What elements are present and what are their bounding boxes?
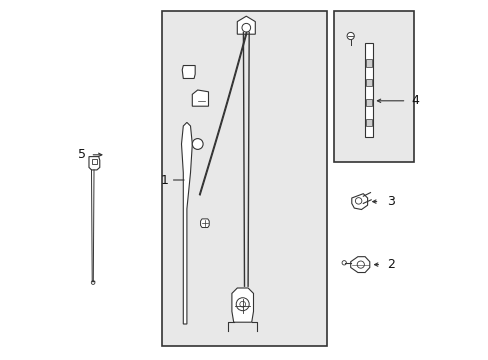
Text: 5: 5 bbox=[78, 148, 86, 161]
Circle shape bbox=[356, 261, 364, 268]
Bar bbox=[91, 159, 97, 164]
Text: 1: 1 bbox=[161, 174, 168, 186]
Bar bbox=[366, 79, 371, 86]
Polygon shape bbox=[182, 66, 195, 78]
Polygon shape bbox=[350, 257, 369, 273]
Bar bbox=[366, 99, 371, 106]
Polygon shape bbox=[231, 288, 253, 322]
Polygon shape bbox=[89, 157, 100, 170]
Polygon shape bbox=[200, 219, 209, 228]
Circle shape bbox=[346, 32, 354, 40]
Polygon shape bbox=[192, 90, 208, 106]
Text: 4: 4 bbox=[410, 94, 418, 107]
Polygon shape bbox=[351, 194, 367, 210]
Polygon shape bbox=[237, 16, 255, 34]
Text: 3: 3 bbox=[386, 195, 394, 208]
FancyBboxPatch shape bbox=[162, 11, 326, 346]
Bar bbox=[366, 59, 371, 67]
Circle shape bbox=[91, 281, 95, 284]
Circle shape bbox=[342, 261, 346, 265]
Bar bbox=[366, 119, 371, 126]
Circle shape bbox=[242, 23, 250, 32]
Circle shape bbox=[239, 301, 245, 307]
Text: 2: 2 bbox=[386, 258, 394, 271]
Circle shape bbox=[192, 139, 203, 149]
Circle shape bbox=[355, 198, 361, 204]
Circle shape bbox=[236, 298, 249, 311]
Polygon shape bbox=[181, 122, 192, 324]
Bar bbox=[365, 43, 372, 137]
FancyBboxPatch shape bbox=[334, 11, 413, 162]
